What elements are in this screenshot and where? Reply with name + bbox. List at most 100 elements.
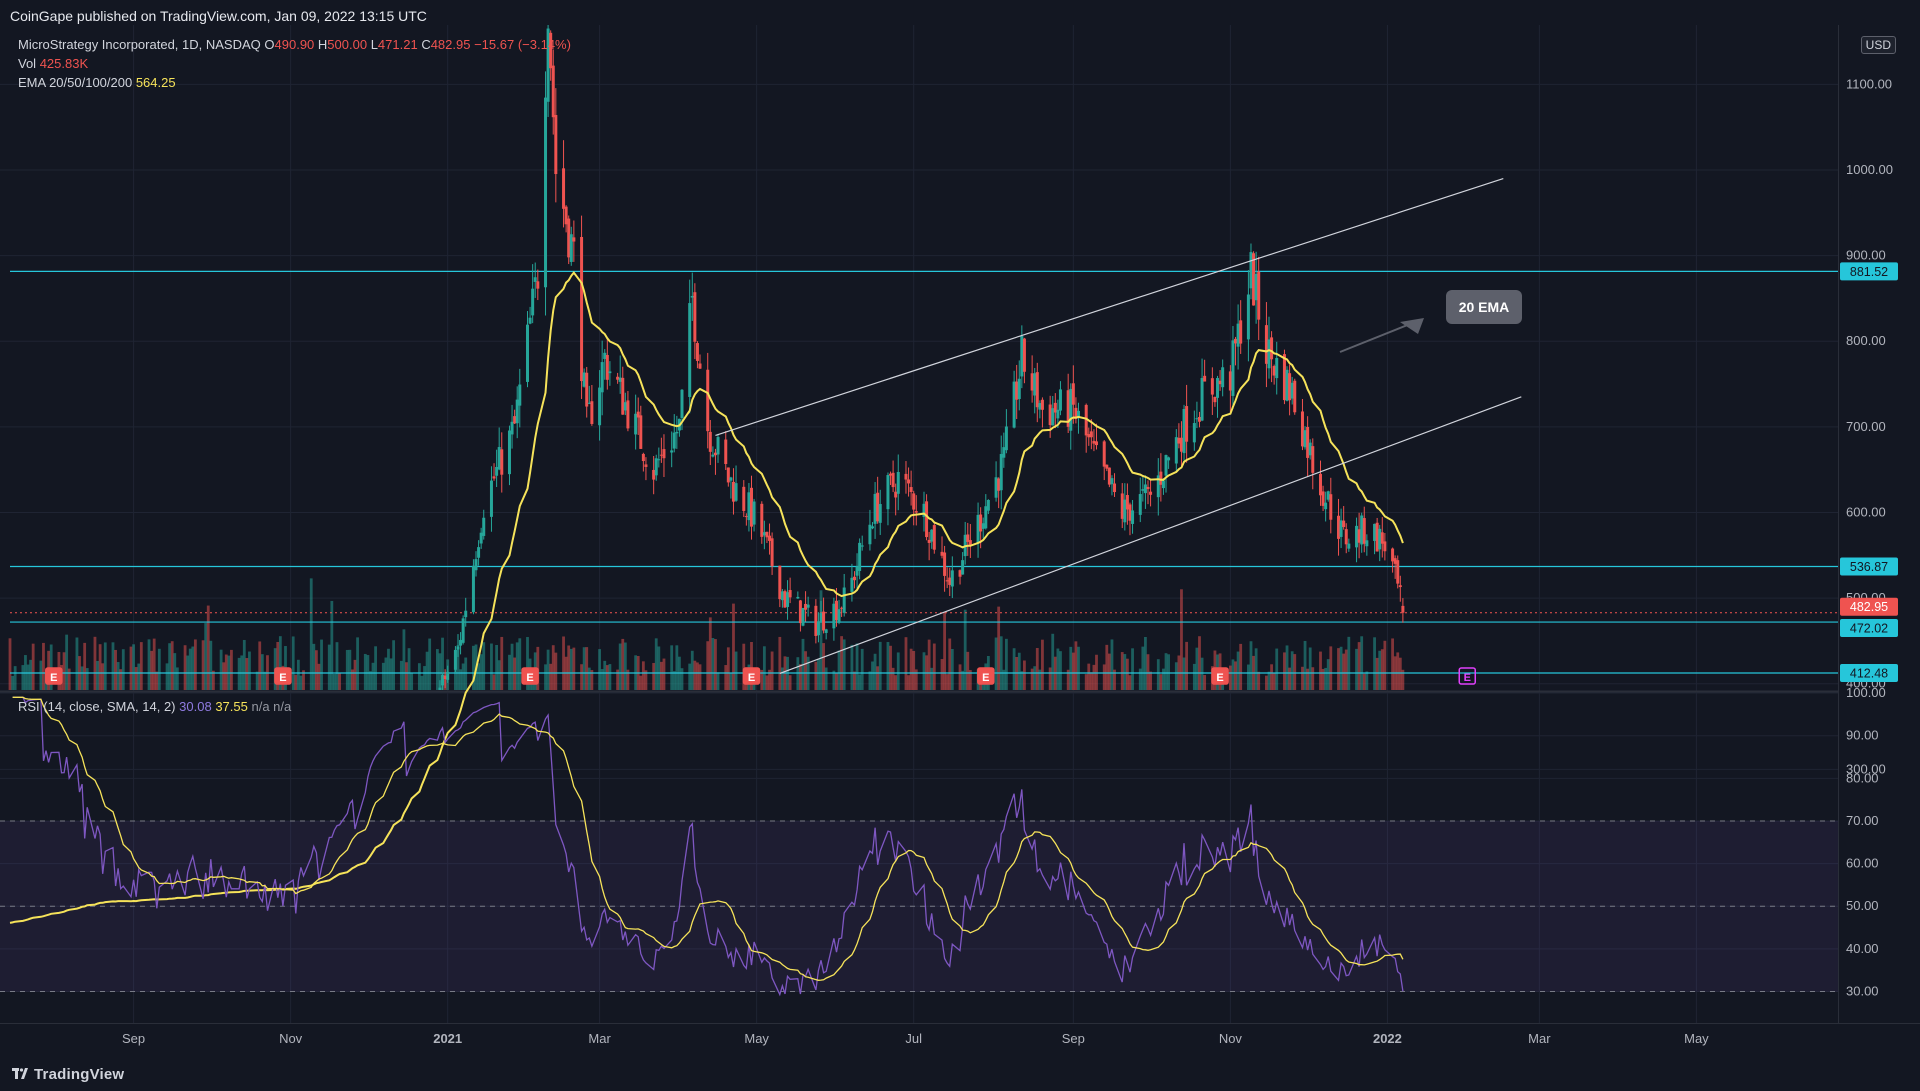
earnings-icon[interactable]: [274, 667, 292, 685]
volume-bar: [312, 643, 316, 690]
volume-bar: [1254, 648, 1258, 690]
price-axis-tick-label: 600.00: [1846, 504, 1886, 519]
symbol-name[interactable]: MicroStrategy Incorporated, 1D, NASDAQ: [18, 37, 261, 52]
volume-bar: [490, 643, 493, 690]
volume-bar: [119, 669, 123, 690]
volume-bar: [245, 658, 249, 690]
volume-bar: [1051, 633, 1055, 690]
volume-bar: [67, 668, 71, 690]
candle-body: [1228, 371, 1232, 391]
volume-bar: [680, 668, 684, 690]
earnings-icon[interactable]: [45, 667, 63, 685]
candle-body: [1141, 489, 1145, 491]
volume-bar: [1396, 652, 1400, 690]
candle-body: [850, 577, 854, 592]
candle-body: [644, 464, 648, 467]
price-tag: [1840, 619, 1898, 638]
volume-bar: [587, 667, 591, 690]
volume-bar: [1128, 675, 1132, 690]
candle-body: [582, 372, 586, 387]
candle-body: [1391, 548, 1395, 562]
tradingview-brand: TradingView: [34, 1066, 125, 1083]
candle-body: [1015, 381, 1019, 400]
candle-body: [605, 354, 609, 380]
rsi-label[interactable]: RSI (14, close, SMA, 14, 2): [18, 699, 176, 714]
volume-bar: [1373, 637, 1376, 690]
candle-body: [436, 706, 439, 707]
candle-body: [747, 492, 751, 521]
candle-body: [945, 580, 949, 582]
earnings-icon[interactable]: [1211, 667, 1229, 685]
volume-bar: [96, 660, 99, 690]
volume-bar: [837, 650, 841, 690]
volume-bar: [75, 637, 79, 690]
volume-bar: [639, 675, 643, 690]
volume-bar: [693, 660, 697, 690]
ema20-line[interactable]: [9, 270, 1404, 924]
volume-bar: [706, 641, 710, 690]
candle-body: [1282, 354, 1286, 401]
volume-bar: [768, 669, 771, 690]
annotation-text: 20 EMA: [1459, 299, 1510, 315]
volume-bar: [659, 661, 663, 690]
candle-body: [914, 511, 918, 513]
candle-body: [1107, 467, 1111, 485]
annotation-box[interactable]: [1446, 290, 1522, 324]
candle-body: [749, 487, 753, 527]
candle-body: [968, 540, 972, 546]
volume-bar: [500, 636, 504, 690]
volume-bar: [472, 645, 475, 690]
volume-bar: [201, 640, 205, 690]
candle-body: [554, 115, 558, 175]
candle-body: [1324, 502, 1328, 510]
candle-body: [1246, 294, 1250, 340]
rsi-axis-tick-label: 50.00: [1846, 898, 1879, 913]
volume-bar: [351, 669, 354, 690]
candle-body: [372, 815, 375, 819]
candle-body: [382, 798, 385, 810]
candle-body: [680, 389, 684, 418]
volume-bar: [497, 660, 501, 690]
candle-body: [886, 475, 890, 510]
volume-bar: [1159, 674, 1163, 690]
candle-body: [1125, 495, 1129, 510]
candle-body: [1213, 396, 1217, 403]
earnings-icon[interactable]: [1458, 667, 1477, 685]
rsi-line[interactable]: [12, 696, 1404, 997]
rsi-axis-tick-label: 30.00: [1846, 983, 1879, 998]
volume-bar: [116, 662, 120, 690]
volume-bar: [258, 641, 262, 690]
candle-body: [1074, 407, 1078, 419]
rsi-ma-line[interactable]: [12, 696, 1404, 981]
volume-bar: [237, 657, 241, 690]
volume-bar: [572, 647, 576, 690]
candle-body: [510, 421, 514, 435]
volume-bar: [1200, 657, 1204, 690]
ema-label[interactable]: EMA 20/50/100/200: [18, 75, 133, 90]
volume-bar: [562, 636, 565, 690]
volume-bar: [909, 648, 913, 690]
currency-button[interactable]: USD: [1860, 36, 1896, 54]
volume-bar: [152, 638, 156, 690]
earnings-icon[interactable]: [977, 667, 995, 685]
volume-bar: [780, 667, 784, 690]
candle-body: [752, 501, 756, 525]
earnings-icon[interactable]: [742, 667, 761, 685]
earnings-icon[interactable]: [521, 667, 539, 685]
volume-bar: [441, 637, 444, 690]
channel-line[interactable]: [779, 396, 1522, 675]
volume-bar: [1380, 649, 1384, 690]
candle-body: [724, 439, 728, 464]
volume-bar: [855, 643, 859, 690]
time-axis-tick-label: Mar: [1528, 1031, 1551, 1046]
volume-label[interactable]: Vol: [18, 56, 37, 71]
volume-bar: [945, 674, 949, 690]
tradingview-logo[interactable]: TradingView: [12, 1066, 124, 1083]
volume-bar: [1344, 649, 1348, 690]
volume-bar: [495, 644, 499, 690]
volume-bar: [1125, 658, 1129, 690]
volume-bar: [1362, 673, 1366, 690]
channel-line[interactable]: [715, 177, 1504, 436]
candle-body: [1306, 426, 1310, 458]
